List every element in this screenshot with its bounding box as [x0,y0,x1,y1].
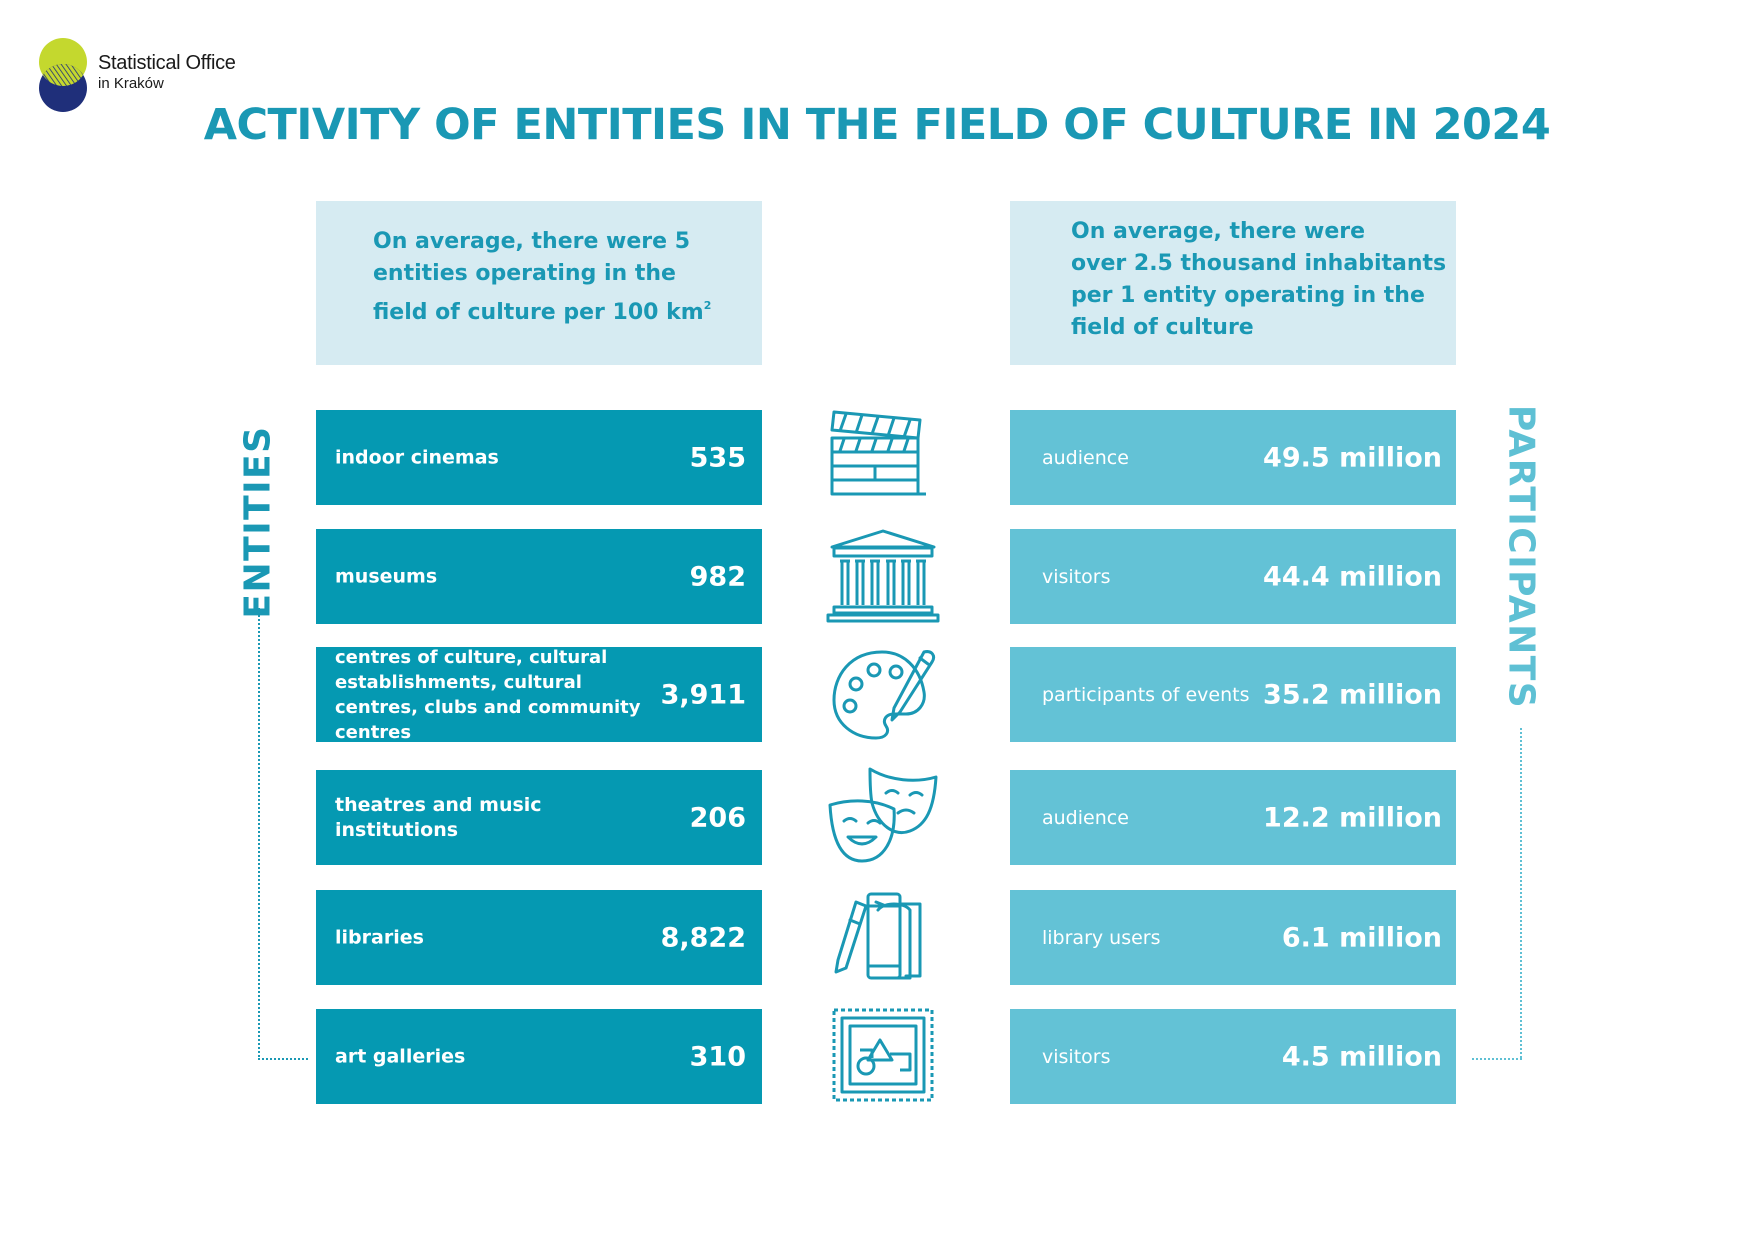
dotted-connector [258,1058,308,1060]
info-box-inhabitants-per-entity: On average, there were over 2.5 thousand… [1010,201,1456,365]
info-right-line: On average, there were [1071,219,1366,244]
entity-row-art-galleries: art galleries 310 [316,1009,762,1104]
participant-value: 4.5 million [1281,1041,1442,1072]
info-left-line: entities operating in the [373,261,676,286]
side-label-entities: ENTITIES [237,425,279,619]
entity-value: 8,822 [660,922,746,953]
participant-label: participants of events [1042,683,1250,706]
entity-value: 310 [689,1041,746,1072]
entity-label: art galleries [335,1045,466,1067]
participant-row-libraries: library users 6.1 million [1010,890,1456,985]
painting-frame-icon [820,1000,946,1110]
entity-label: indoor cinemas [335,446,499,468]
logo-subtitle: in Kraków [98,75,164,92]
info-left-line: field of culture per 100 km2 [373,290,762,329]
entity-row-libraries: libraries 8,822 [316,890,762,985]
palette-icon [820,640,946,750]
side-label-participants: PARTICIPANTS [1500,404,1542,710]
info-box-entities-density: On average, there were 5 entities operat… [316,201,762,365]
entity-value: 3,911 [660,679,746,710]
participant-row-cinemas: audience 49.5 million [1010,410,1456,505]
entity-value: 206 [689,802,746,833]
participant-label: visitors [1042,1045,1111,1068]
entity-label: theatres and music institutions [335,793,542,841]
participant-value: 35.2 million [1263,679,1442,710]
dotted-connector [1472,1058,1522,1060]
participant-value: 6.1 million [1281,922,1442,953]
participant-label: audience [1042,806,1129,829]
dotted-connector [1520,728,1522,1058]
participant-value: 49.5 million [1263,442,1442,473]
logo-mark [39,38,87,112]
entity-row-museums: museums 982 [316,529,762,624]
entity-row-cinemas: indoor cinemas 535 [316,410,762,505]
theatre-masks-icon [820,761,946,871]
entity-label: museums [335,565,438,587]
participant-row-centres-of-culture: participants of events 35.2 million [1010,647,1456,742]
info-left-line-text: field of culture per 100 km [373,300,704,325]
entity-row-centres-of-culture: centres of culture, cultural establishme… [316,646,762,743]
info-right-line: per 1 entity operating in the [1071,283,1425,308]
entity-label: centres of culture, cultural establishme… [335,646,641,743]
info-right-line: over 2.5 thousand inhabitants [1071,251,1447,276]
info-right-line: field of culture [1071,315,1254,340]
museum-icon [820,521,946,631]
participant-row-museums: visitors 44.4 million [1010,529,1456,624]
dotted-connector [258,608,260,1060]
page-title: ACTIVITY OF ENTITIES IN THE FIELD OF CUL… [203,100,1551,150]
participant-label: library users [1042,926,1161,949]
participant-value: 12.2 million [1263,802,1442,833]
participant-row-art-galleries: visitors 4.5 million [1010,1009,1456,1104]
logo-title: Statistical Office [98,52,236,74]
participant-value: 44.4 million [1263,561,1442,592]
participant-row-theatres: audience 12.2 million [1010,770,1456,865]
entity-value: 535 [689,442,746,473]
participant-label: audience [1042,446,1129,469]
superscript: 2 [703,299,712,312]
participant-label: visitors [1042,565,1111,588]
books-icon [820,880,946,990]
entity-label: libraries [335,926,424,948]
info-left-line: On average, there were 5 [373,229,691,254]
clapperboard-icon [820,402,946,512]
logo: Statistical Office in Kraków [36,36,336,116]
entity-value: 982 [689,561,746,592]
entity-row-theatres: theatres and music institutions 206 [316,770,762,865]
